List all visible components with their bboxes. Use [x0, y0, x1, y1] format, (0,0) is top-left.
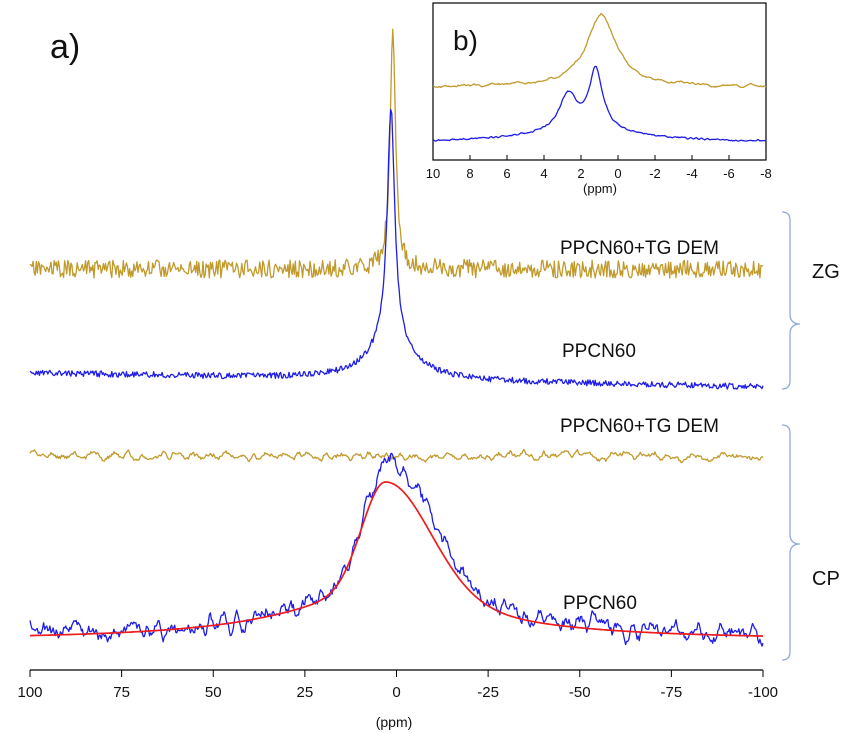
main-x-tick-label: 25 — [297, 684, 314, 701]
series-zg-ppcn60-line — [29, 108, 764, 390]
panel-a: a) 100 75 50 25 0 -25 -50 -75 -100 (ppm) PPCN60+… — [17, 28, 839, 730]
main-x-ticks: 100 75 50 25 0 -25 -50 -75 -100 — [17, 670, 778, 701]
inset-x-tick-label: 2 — [577, 166, 584, 181]
inset-blue-line — [432, 65, 767, 142]
series-cp-fit-line — [30, 481, 763, 637]
inset-gold-line — [432, 12, 767, 89]
panel-b-inset: b) 10 8 6 4 2 0 -2 -4 -6 -8 (ppm) — [426, 2, 772, 196]
main-x-tick-label: -50 — [569, 684, 591, 701]
inset-x-tick-label: -2 — [649, 166, 661, 181]
inset-series-group — [432, 12, 767, 142]
zg-group-label: ZG — [812, 261, 840, 283]
main-x-tick-label: 75 — [113, 684, 130, 701]
panel-b-label: b) — [453, 25, 478, 56]
series-label-zg-ppcn60-tg-dem: PPCN60+TG DEM — [560, 238, 719, 259]
inset-x-tick-label: -8 — [760, 166, 772, 181]
inset-x-tick-label: 6 — [503, 166, 510, 181]
series-label-cp-ppcn60-tg-dem: PPCN60+TG DEM — [560, 416, 719, 437]
inset-x-tick-label: -4 — [686, 166, 698, 181]
main-series-group — [29, 28, 764, 647]
inset-x-tick-label: 0 — [614, 166, 621, 181]
inset-x-tick-label: 10 — [426, 166, 440, 181]
main-x-tick-label: -75 — [661, 684, 683, 701]
inset-x-ticks: 10 8 6 4 2 0 -2 -4 -6 -8 — [426, 155, 772, 181]
panel-a-label: a) — [50, 28, 80, 66]
main-x-axis-label: (ppm) — [376, 714, 413, 730]
zg-bracket — [781, 211, 801, 390]
main-x-tick-label: 0 — [392, 684, 400, 701]
inset-x-tick-label: 4 — [540, 166, 547, 181]
series-label-zg-ppcn60: PPCN60 — [562, 341, 636, 362]
series-zg-ppcn60-tg-dem-line — [29, 28, 764, 279]
series-cp-ppcn60-line — [29, 452, 764, 647]
main-x-tick-label: -25 — [477, 684, 499, 701]
inset-x-axis-label: (ppm) — [583, 181, 617, 196]
series-cp-ppcn60-tg-dem-line — [29, 448, 764, 464]
cp-group-label: CP — [812, 568, 840, 590]
main-x-tick-label: -100 — [748, 684, 778, 701]
cp-bracket — [781, 424, 801, 661]
inset-x-tick-label: 8 — [466, 166, 473, 181]
main-x-tick-label: 100 — [17, 684, 42, 701]
series-label-cp-ppcn60: PPCN60 — [563, 593, 637, 614]
main-x-tick-label: 50 — [205, 684, 222, 701]
inset-x-tick-label: -6 — [723, 166, 735, 181]
